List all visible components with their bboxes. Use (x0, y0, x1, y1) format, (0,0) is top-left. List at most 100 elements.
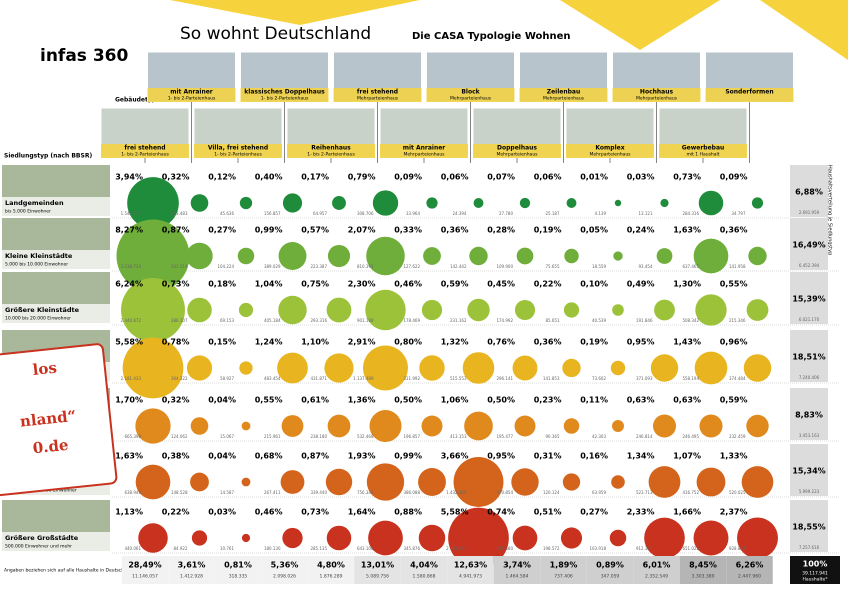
cell-percent: 0,36% (441, 226, 469, 235)
cell-count: 69.153 (220, 318, 234, 323)
cell-count: 308.706 (357, 211, 374, 216)
cell-count: 27.780 (499, 211, 513, 216)
column-name: Villa, frei stehend (208, 145, 268, 152)
cell-count: 901.188 (357, 318, 374, 323)
bubble (279, 242, 307, 270)
cell-percent: 0,45% (487, 280, 515, 289)
cell-count: 25.187 (546, 211, 560, 216)
cell-percent: 0,24% (627, 226, 655, 235)
cell-count: 389.029 (264, 264, 281, 269)
cell-percent: 0,49% (627, 280, 655, 289)
bubble (748, 247, 766, 265)
cell-percent: 0,63% (627, 396, 655, 405)
cell-percent: 2,33% (627, 508, 655, 517)
cell-count: 246.495 (682, 434, 699, 439)
cell-percent: 0,50% (487, 396, 515, 405)
bubble (418, 468, 446, 496)
cell-percent: 0,07% (487, 173, 515, 182)
total-count: 1.876.289 (320, 574, 343, 580)
bubble (328, 415, 351, 438)
grand-percent: 100% (803, 560, 828, 569)
cell-percent: 0,05% (580, 226, 608, 235)
stamp-text: los (32, 359, 58, 379)
bubble (242, 534, 250, 542)
bubble (515, 300, 535, 320)
cell-count: 286.107 (171, 318, 188, 323)
cell-percent: 0,73% (301, 508, 329, 517)
total-count: 2.098.026 (273, 574, 296, 580)
bubble (564, 249, 578, 263)
decor (760, 0, 848, 60)
row-total: 8,83% (795, 411, 823, 420)
bubble (282, 415, 304, 437)
cell-percent: 1,66% (673, 508, 701, 517)
cell-percent: 5,58% (115, 338, 143, 347)
bubble (240, 197, 252, 209)
row-name: Größere Kleinstädte (5, 306, 80, 314)
cell-percent: 1,33% (720, 452, 748, 461)
bubble (513, 356, 538, 381)
total-percent: 4,04% (410, 561, 438, 570)
cell-count: 34.797 (732, 211, 746, 216)
cell-count: 431.871 (310, 376, 327, 381)
cell-count: 285.135 (310, 546, 327, 551)
bubble (238, 248, 254, 264)
cell-percent: 6,24% (115, 280, 143, 289)
cell-percent: 0,38% (162, 452, 190, 461)
bubble (242, 422, 251, 431)
cell-percent: 0,96% (720, 338, 748, 347)
column-sub: 1- bis 2-Parteienhaus (121, 152, 169, 158)
total-percent: 6,01% (643, 561, 671, 570)
cell-count: 1.137.489 (353, 376, 374, 381)
cell-count: 345.876 (403, 546, 420, 551)
subtitle: Die CASA Typologie Wohnen (412, 31, 571, 42)
total-percent: 3,74% (503, 561, 531, 570)
bubble (419, 525, 446, 552)
cell-percent: 2,37% (720, 508, 748, 517)
cell-percent: 1,10% (301, 338, 329, 347)
bubble (242, 478, 251, 487)
cell-percent: 5,58% (441, 508, 469, 517)
cell-count: 64.957 (313, 211, 327, 216)
cell-percent: 0,75% (301, 280, 329, 289)
cell-count: 141.853 (543, 376, 560, 381)
bubble (422, 300, 442, 320)
cell-percent: 0,63% (673, 396, 701, 405)
cell-percent: 1,07% (673, 452, 701, 461)
cell-count: 127.622 (403, 264, 420, 269)
bubble (564, 418, 580, 434)
column-name: frei stehend (357, 89, 398, 96)
cell-count: 665.398 (124, 434, 141, 439)
column-name: Doppelhaus (497, 145, 537, 152)
bubble (463, 352, 495, 384)
total-percent: 28,49% (128, 561, 161, 570)
cell-count: 928.874 (729, 546, 746, 551)
bubble (367, 463, 404, 500)
cell-count: 532.468 (357, 434, 374, 439)
cell-count: 93.454 (639, 264, 653, 269)
total-count: 737.406 (554, 574, 573, 580)
column-name: klassisches Doppelhaus (244, 89, 325, 96)
cell-percent: 0,73% (673, 173, 701, 182)
bubble (467, 299, 489, 321)
cell-count: 109.900 (496, 264, 513, 269)
cell-percent: 0,32% (162, 173, 190, 182)
cell-percent: 1,93% (348, 452, 376, 461)
cell-count: 174.992 (496, 318, 513, 323)
cell-count: 637.465 (682, 264, 699, 269)
bubble (613, 251, 622, 260)
cell-count: 1.542.613 (121, 211, 142, 216)
row-total-count: 5.999.223 (799, 489, 820, 494)
grand-unit: Haushalte* (803, 577, 829, 583)
cell-count: 120.124 (543, 490, 560, 495)
cell-percent: 0,03% (208, 508, 236, 517)
total-count: 2.447.960 (738, 574, 761, 580)
cell-count: 405.184 (264, 318, 281, 323)
bubble (563, 473, 580, 490)
cell-percent: 0,61% (301, 396, 329, 405)
cell-percent: 0,95% (487, 452, 515, 461)
cell-percent: 8,27% (115, 226, 143, 235)
cell-count: 810.391 (357, 264, 374, 269)
cell-count: 85.651 (546, 318, 560, 323)
bubble (564, 302, 579, 317)
